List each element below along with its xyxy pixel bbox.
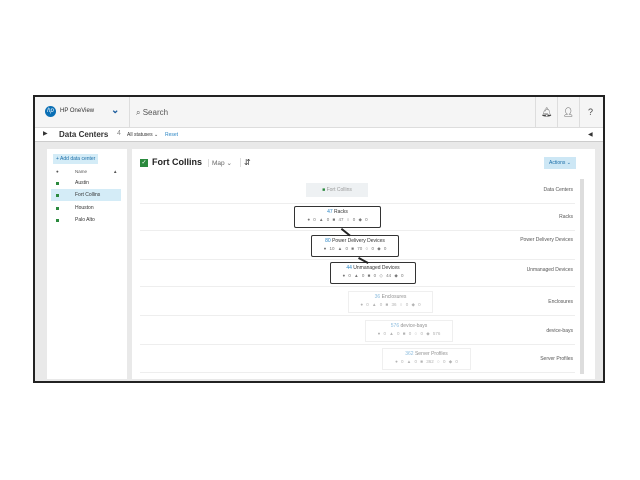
map-panel: ✓ Fort Collins Map ⌄ ⇵ Actions ⌄ Data Ce… xyxy=(132,149,595,379)
list-item[interactable]: Fort Collins xyxy=(51,189,121,201)
user-icon[interactable]: 👤︎ xyxy=(557,97,579,128)
chevron-down-icon[interactable]: ⌄ xyxy=(111,105,120,116)
expand-icon[interactable]: ▶ xyxy=(43,131,48,137)
node-label: Unmanaged Devices xyxy=(353,265,400,271)
status-counts[interactable]: ● 0 ▲ 0 ■ 0 ◇ 44 ◆ 0 xyxy=(342,273,404,278)
item-label: Houston xyxy=(75,205,94,211)
item-label: Austin xyxy=(75,180,89,186)
status-ok-icon xyxy=(56,207,59,210)
status-counts[interactable]: ● 10 ▲ 0 ■ 70 ○ 0 ◆ 0 xyxy=(323,246,387,251)
row-label: Power Delivery Devices xyxy=(520,237,573,243)
status-counts[interactable]: ● 0 ▲ 0 ■ 0 ○ 0 ◆ 576 xyxy=(377,331,441,336)
row-label-text: device-bays xyxy=(546,328,573,334)
item-label: Fort Collins xyxy=(75,192,101,198)
data-center-list: + Add data center ● Name ▲ Austin Fort Col… xyxy=(47,149,127,379)
node-label: device-bays xyxy=(400,323,428,329)
map-node[interactable]: 80 Power Delivery Devices ● 10 ▲ 0 ■ 70 ○… xyxy=(311,235,399,257)
row-divider xyxy=(140,286,575,287)
row-label-text: Server Profiles xyxy=(540,356,573,362)
row-divider xyxy=(140,372,575,373)
status-ok-icon xyxy=(56,182,59,185)
reset-link[interactable]: Reset xyxy=(165,132,179,138)
count: 4 xyxy=(117,130,121,137)
row-label-text: Racks xyxy=(559,214,573,220)
node-label: Enclosures xyxy=(381,294,407,300)
row-label: Server Profiles xyxy=(540,356,573,362)
node-total: 44 xyxy=(346,265,352,271)
row-divider xyxy=(140,344,575,345)
row-divider xyxy=(140,315,575,316)
row-label: Data Centers xyxy=(544,187,573,193)
node-total: 362 xyxy=(405,351,414,357)
search-placeholder: Search xyxy=(142,108,169,117)
status-counts[interactable]: ● 0 ▲ 0 ■ 362 ○ 0 ◆ 0 xyxy=(395,359,458,364)
actions-button[interactable]: Actions ⌄ xyxy=(544,157,576,169)
list-item[interactable]: Austin xyxy=(51,177,121,189)
row-label-text: Unmanaged Devices xyxy=(526,267,573,273)
list-item[interactable]: Palo Alto xyxy=(51,214,121,226)
app-name[interactable]: HP OneView xyxy=(60,108,95,114)
node-label: Power Delivery Devices xyxy=(332,238,385,244)
map-node[interactable]: 47 Racks ● 0 ▲ 0 ■ 47 ○ 0 ◆ 0 xyxy=(294,206,381,228)
node-total: 576 xyxy=(390,323,400,329)
subheader: ▶ Data Centers 4 All statuses ⌄ Reset ◀ xyxy=(35,128,603,142)
row-label-text: Enclosures xyxy=(548,299,573,305)
top-bar: hp HP OneView ⌄ ⌕ Search 🔔︎ 👤︎ ? xyxy=(35,97,603,128)
page-title: Data Centers xyxy=(59,130,109,139)
row-divider xyxy=(140,230,575,231)
view-selector[interactable]: Map ⌄ xyxy=(208,159,232,167)
row-label: Enclosures xyxy=(548,299,573,305)
item-label: Palo Alto xyxy=(75,217,95,223)
resource-title: Fort Collins xyxy=(152,157,202,167)
map-node[interactable]: 44 Unmanaged Devices ● 0 ▲ 0 ■ 0 ◇ 44 ◆ 0 xyxy=(330,262,416,284)
node-data-center[interactable]: ■ Fort Collins xyxy=(306,183,368,197)
node-total: 36 xyxy=(374,294,381,300)
node-label: Racks xyxy=(334,209,348,215)
row-label-text: Power Delivery Devices xyxy=(520,237,573,243)
map-node[interactable]: 576 device-bays ● 0 ▲ 0 ■ 0 ○ 0 ◆ 576 xyxy=(365,320,453,342)
node-label: Server Profiles xyxy=(414,351,448,357)
status-ok-icon xyxy=(56,219,59,222)
node-total: 80 xyxy=(325,238,331,244)
row-label-text: Data Centers xyxy=(543,187,573,193)
status-filter[interactable]: All statuses ⌄ xyxy=(127,132,159,138)
row-label: Racks xyxy=(559,214,573,220)
map-node[interactable]: 362 Server Profiles ● 0 ▲ 0 ■ 362 ○ 0 ◆ 0 xyxy=(382,348,471,370)
collapse-icon[interactable]: ◀ xyxy=(588,132,593,138)
status-counts[interactable]: ● 0 ▲ 0 ■ 36 ○ 0 ◆ 0 xyxy=(360,302,421,307)
bell-icon[interactable]: 🔔︎ xyxy=(535,97,557,128)
node-total: 47 xyxy=(327,209,333,215)
row-divider xyxy=(140,259,575,260)
hierarchy-icon[interactable]: ⇵ xyxy=(240,158,251,167)
add-data-center-button[interactable]: + Add data center xyxy=(53,154,99,164)
node-label: Fort Collins xyxy=(326,187,352,193)
map-node[interactable]: 36 Enclosures ● 0 ▲ 0 ■ 36 ○ 0 ◆ 0 xyxy=(348,291,433,313)
hp-logo-icon: hp xyxy=(45,106,56,117)
row-label: device-bays xyxy=(546,328,573,334)
scrollbar[interactable] xyxy=(580,179,584,374)
app-window: hp HP OneView ⌄ ⌕ Search 🔔︎ 👤︎ ? ▶ Data … xyxy=(33,95,605,383)
status-ok-icon: ✓ xyxy=(140,159,148,167)
list-item[interactable]: Houston xyxy=(51,202,121,214)
status-counts[interactable]: ● 0 ▲ 0 ■ 47 ○ 0 ◆ 0 xyxy=(307,217,368,222)
row-label: Unmanaged Devices xyxy=(527,267,573,273)
help-icon[interactable]: ? xyxy=(579,97,601,128)
col-name[interactable]: Name xyxy=(75,169,88,174)
search-input[interactable]: ⌕ Search xyxy=(129,97,529,128)
status-ok-icon xyxy=(56,194,59,197)
row-divider xyxy=(140,203,575,204)
